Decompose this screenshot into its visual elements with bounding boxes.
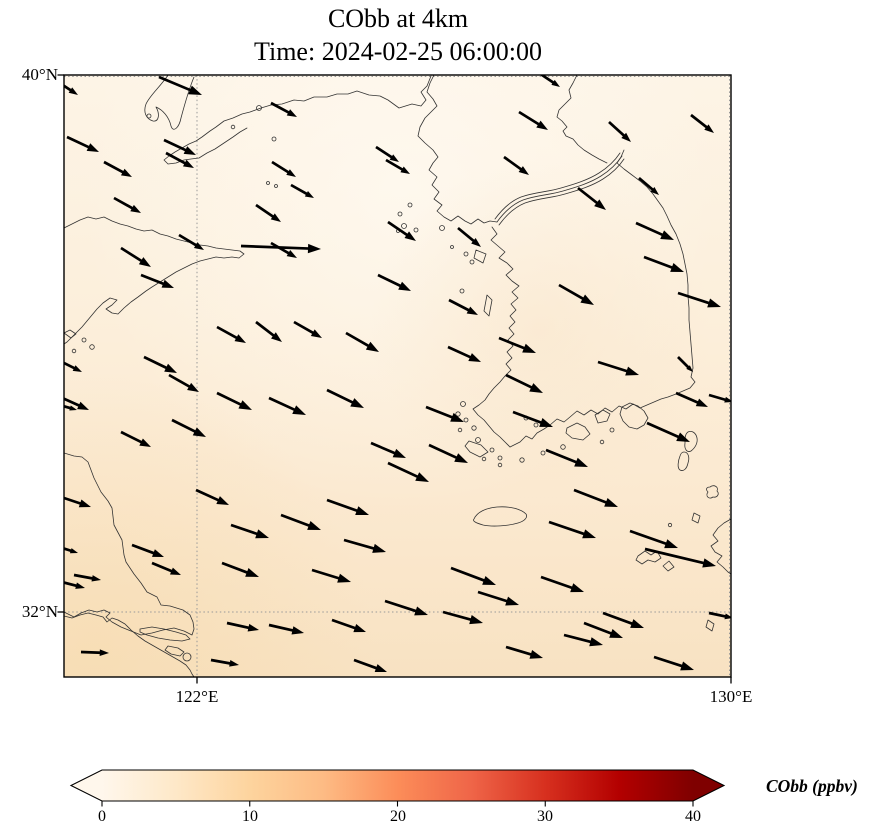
colorbar-tick-20: 20: [390, 808, 406, 825]
axis-ticks: [57, 74, 732, 684]
colorbar-ticks: [101, 801, 694, 807]
plot-frame: [63, 74, 732, 678]
colorbar-tick-0: 0: [98, 808, 106, 825]
colorbar-tick-10: 10: [242, 808, 258, 825]
ytick-label-40n: 40°N: [21, 65, 58, 84]
chart-title: CObb at 4km: [327, 4, 469, 33]
concentration-field: [64, 75, 731, 677]
chart-subtitle: Time: 2024-02-25 06:00:00: [254, 37, 542, 66]
ytick-label-32n: 32°N: [21, 602, 58, 621]
colorbar-tick-40: 40: [685, 808, 701, 825]
gridlines: [64, 75, 731, 677]
colorbar-label: CObb (ppbv): [766, 776, 858, 796]
xtick-label-130e: 130°E: [709, 687, 753, 706]
wind-quiver: [64, 75, 731, 672]
title-block: CObb at 4km Time: 2024-02-25 06:00:00: [98, 2, 698, 68]
coastlines: [64, 75, 731, 677]
xtick-label-122e: 122°E: [175, 687, 219, 706]
colorbar-tick-30: 30: [537, 808, 553, 825]
colorbar: [69, 769, 726, 802]
